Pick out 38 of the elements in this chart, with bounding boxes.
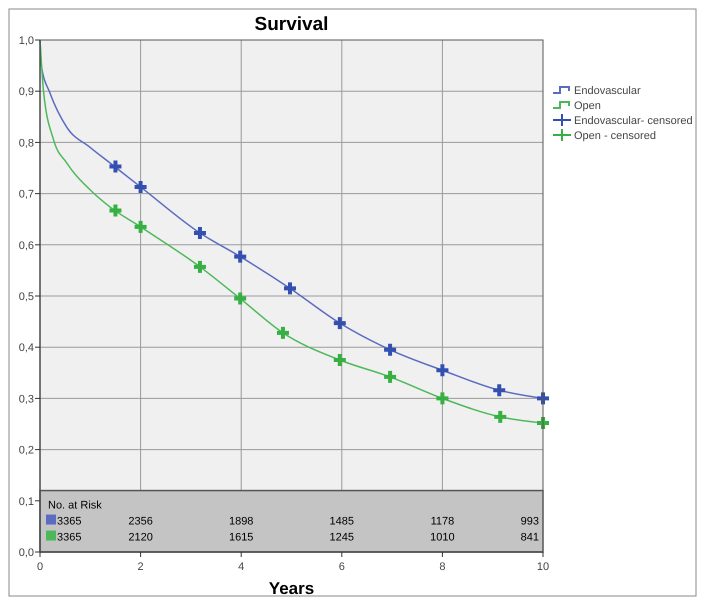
y-tick-label: 0,1 xyxy=(18,496,34,508)
point xyxy=(232,248,248,265)
point xyxy=(274,324,291,341)
point xyxy=(332,352,348,368)
chart-title: Survival xyxy=(254,14,328,35)
x-tick-label: 4 xyxy=(238,561,244,573)
point xyxy=(332,315,348,332)
x-tick-label: 6 xyxy=(338,561,345,573)
y-tick-label: 0,6 xyxy=(18,240,34,252)
y-tick-label: 1,0 xyxy=(18,35,34,47)
point xyxy=(491,382,508,398)
point xyxy=(535,390,551,406)
point xyxy=(382,342,398,358)
annotation: No. at Risk xyxy=(48,500,102,512)
legend-label: Open - censored xyxy=(574,130,656,142)
y-tick-label: 0,3 xyxy=(18,393,34,406)
x-tick-label: 2 xyxy=(138,561,144,573)
y-tick-label: 0,8 xyxy=(18,137,34,150)
point xyxy=(192,258,208,275)
y-tick-label: 0,2 xyxy=(18,444,34,457)
legend-label: Endovascular xyxy=(574,85,641,97)
legend-label: Open xyxy=(574,100,601,112)
risk-table: No. at Risk 3365 2356 1898 1485 1178 993 3365 2120 1615 1245 1010 841 xyxy=(39,490,544,553)
legend-label: Endovascular- censored xyxy=(574,115,693,127)
x-axis-title: Years xyxy=(268,579,314,598)
y-tick-label: 0,7 xyxy=(18,188,34,201)
y-tick-label: 0,5 xyxy=(18,291,34,303)
point xyxy=(382,368,398,385)
point xyxy=(434,362,450,378)
point xyxy=(434,390,450,406)
x-tick-label: 0 xyxy=(36,561,44,573)
x-tick-label: 8 xyxy=(439,561,446,573)
point xyxy=(132,218,149,235)
y-tick-label: 0,0 xyxy=(18,547,34,559)
y-tick-label: 0,9 xyxy=(18,86,34,98)
x-tick-label: 10 xyxy=(536,561,550,573)
point xyxy=(492,408,508,425)
y-tick-label: 0,4 xyxy=(18,342,34,354)
